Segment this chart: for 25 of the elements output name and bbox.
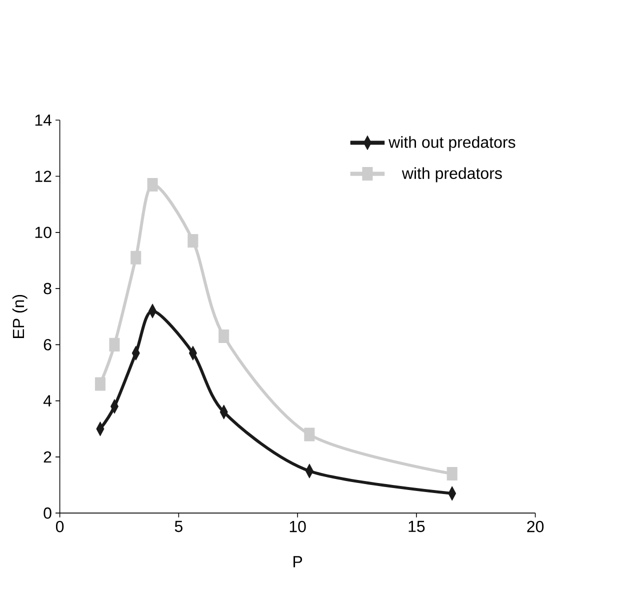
y-tick-label: 4 xyxy=(43,395,52,406)
legend-label: with out predators xyxy=(388,136,516,152)
point xyxy=(147,178,158,192)
x-tick-label: 20 xyxy=(527,521,544,532)
y-tick-label: 10 xyxy=(35,226,52,238)
point xyxy=(109,338,120,352)
y-tick-label: 2 xyxy=(44,452,52,463)
point xyxy=(446,467,458,481)
point xyxy=(188,234,198,248)
point xyxy=(94,377,106,391)
x-tick-label: 0 xyxy=(56,521,64,532)
x-tick-label: 5 xyxy=(174,521,182,532)
y-tick-label: 12 xyxy=(35,170,52,182)
x-axis-title: P xyxy=(294,556,302,568)
x-tick-label: 10 xyxy=(290,521,306,532)
x-tick-label: 15 xyxy=(408,521,425,532)
legend-label: with predators xyxy=(402,167,502,182)
y-tick-label: 8 xyxy=(44,283,52,294)
y-tick-label: 0 xyxy=(44,508,52,519)
point xyxy=(218,330,230,344)
point xyxy=(304,428,315,442)
y-tick-label: 6 xyxy=(44,339,52,351)
y-tick-label: 14 xyxy=(35,114,52,126)
y-axis-title: EP (n) xyxy=(12,295,28,338)
point xyxy=(130,251,142,265)
